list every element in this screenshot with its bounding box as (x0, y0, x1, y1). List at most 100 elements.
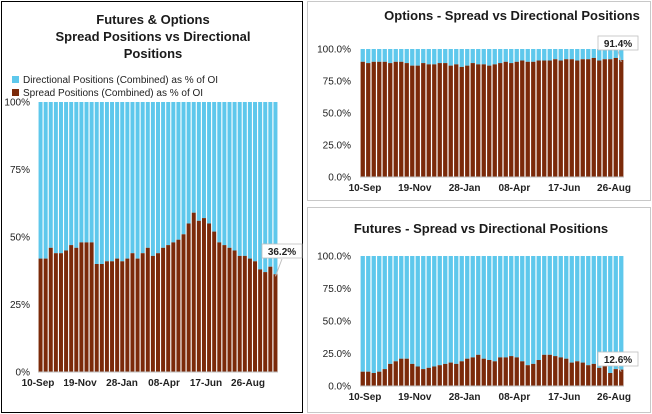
bar-directional (619, 49, 624, 61)
bar-directional (432, 49, 437, 65)
bar-directional (222, 102, 227, 246)
bar-spread (393, 361, 398, 386)
bar-directional (171, 102, 176, 243)
bar-spread (580, 59, 585, 177)
bar-directional (597, 256, 602, 368)
x-tick-label: 17-Jun (548, 183, 580, 194)
bar-spread (459, 66, 464, 177)
bar-directional (201, 102, 206, 219)
bar-spread (536, 60, 541, 177)
bar-spread (465, 65, 470, 177)
bar-directional (487, 256, 492, 360)
chart-title: Options - Spread vs Directional Position… (384, 8, 640, 23)
bar-spread (366, 371, 371, 386)
bar-spread (553, 356, 558, 386)
bar-directional (371, 256, 376, 373)
bar-directional (597, 49, 602, 61)
bar-directional (437, 256, 442, 366)
bar-spread (371, 373, 376, 386)
bar-spread (476, 354, 481, 386)
bar-spread (217, 242, 222, 372)
bar-directional (393, 256, 398, 362)
bar-spread (393, 61, 398, 177)
bar-spread (503, 61, 508, 177)
bar-directional (476, 256, 481, 355)
bar-spread (602, 365, 607, 386)
bar-spread (542, 60, 547, 177)
bar-spread (558, 60, 563, 177)
bar-spread (94, 264, 99, 372)
bar-directional (613, 49, 618, 58)
bar-spread (437, 63, 442, 177)
bar-directional (64, 102, 69, 251)
bar-directional (150, 102, 155, 256)
bar-directional (608, 49, 613, 60)
bar-directional (227, 102, 232, 248)
bar-spread (382, 61, 387, 177)
bar-spread (196, 220, 201, 372)
bar-directional (410, 49, 415, 66)
bar-spread (104, 261, 109, 372)
bar-spread (99, 264, 104, 372)
bar-directional (360, 256, 365, 372)
bar-spread (426, 64, 431, 177)
bar-spread (171, 242, 176, 372)
bar-directional (115, 102, 120, 259)
bar-directional (481, 49, 486, 65)
bar-directional (371, 49, 376, 62)
bar-spread (448, 362, 453, 386)
bar-spread (125, 258, 130, 372)
bar-directional (602, 256, 607, 366)
bar-spread (156, 253, 160, 372)
bar-spread (74, 247, 79, 372)
x-tick-label: 26-Aug (597, 183, 631, 194)
bar-directional (476, 49, 481, 65)
bar-directional (186, 102, 191, 224)
bar-spread (404, 358, 409, 386)
bar-directional (454, 256, 459, 364)
bar-directional (558, 256, 563, 358)
y-tick-label: 100.0% (317, 45, 351, 56)
bar-directional (393, 49, 398, 62)
bar-spread (569, 59, 574, 177)
bar-directional (366, 49, 371, 64)
x-tick-label: 19-Nov (398, 183, 432, 194)
bar-spread (443, 363, 448, 386)
bar-directional (531, 49, 536, 62)
x-tick-label: 17-Jun (190, 378, 222, 389)
bar-spread (432, 64, 437, 177)
bar-directional (591, 49, 596, 58)
bar-directional (602, 49, 607, 60)
bar-directional (564, 49, 569, 60)
bar-directional (536, 256, 541, 360)
bar-directional (140, 102, 145, 254)
x-tick-label: 28-Jan (449, 183, 481, 194)
callout-label: 36.2% (268, 247, 296, 258)
bar-spread (415, 366, 420, 386)
bar-directional (569, 256, 574, 363)
bar-spread (227, 247, 232, 372)
bar-directional (410, 256, 415, 364)
bar-directional (553, 49, 558, 60)
bar-spread (388, 363, 393, 386)
bar-spread (69, 245, 74, 372)
legend-label: Directional Positions (Combined) as % of… (23, 75, 218, 86)
options-chart: Options - Spread vs Directional Position… (317, 8, 640, 194)
y-tick-label: 25.0% (323, 141, 351, 152)
bar-directional (79, 102, 84, 243)
bar-directional (104, 102, 109, 262)
y-tick-label: 25.0% (323, 349, 351, 360)
bar-directional (130, 102, 135, 254)
bar-spread (569, 362, 574, 386)
y-tick-label: 50.0% (323, 109, 351, 120)
bar-directional (421, 49, 426, 64)
x-tick-label: 19-Nov (63, 378, 97, 389)
x-tick-label: 26-Aug (597, 392, 631, 403)
x-tick-label: 08-Apr (499, 183, 531, 194)
bar-spread (273, 274, 278, 372)
bar-directional (608, 256, 613, 373)
bar-spread (360, 61, 365, 177)
bar-directional (443, 256, 448, 364)
bar-spread (586, 365, 591, 386)
bar-spread (492, 361, 497, 386)
